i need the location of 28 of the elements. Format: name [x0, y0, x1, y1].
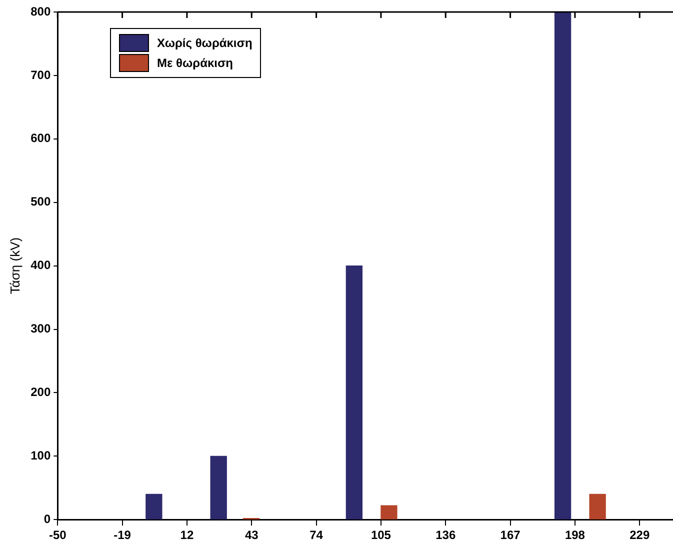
y-tick-label: 200: [30, 385, 51, 400]
legend-label: Με θωράκιση: [157, 56, 234, 70]
y-tick-label: 500: [30, 194, 51, 209]
legend-label: Χωρίς θωράκιση: [157, 36, 252, 50]
x-tick-label: 198: [564, 528, 586, 542]
x-tick-label: 74: [310, 528, 324, 542]
bar: [589, 494, 606, 520]
y-tick-label: 100: [30, 448, 51, 462]
x-tick-label: 105: [370, 528, 392, 542]
y-tick-label: 300: [30, 322, 51, 336]
y-tick-label: 600: [30, 131, 51, 146]
y-tick-label: 0: [44, 512, 51, 526]
y-tick-label: 800: [30, 4, 51, 18]
x-tick-label: -19: [114, 528, 132, 542]
x-tick-label: 229: [630, 528, 650, 542]
y-tick-label: 400: [30, 258, 51, 272]
bar: [380, 505, 398, 520]
bar: [146, 494, 162, 520]
bar: [346, 265, 363, 520]
x-tick-label: 136: [436, 528, 456, 542]
x-tick-label: 43: [244, 528, 259, 542]
x-tick-label: -50: [48, 528, 67, 542]
y-axis-title: Τάση (kV): [7, 237, 22, 294]
x-tick-label: 12: [180, 528, 194, 542]
bar: [210, 456, 227, 520]
y-tick-label: 700: [30, 68, 51, 82]
x-tick-label: 167: [500, 528, 521, 542]
bar: [554, 12, 572, 520]
